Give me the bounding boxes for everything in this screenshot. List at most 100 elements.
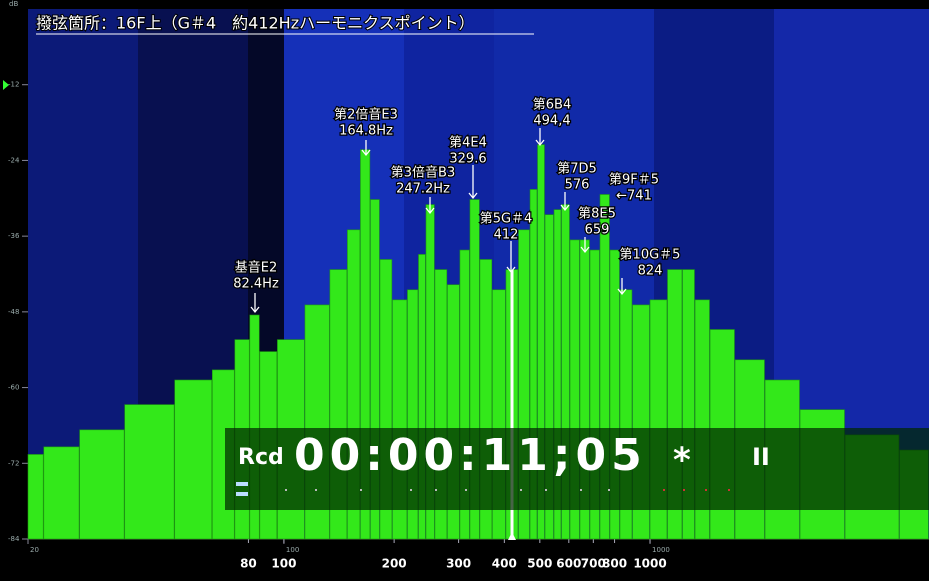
y-tick-label: -12 [8, 81, 19, 89]
level-dot [545, 489, 547, 491]
x-tick-label: 700 [581, 557, 606, 571]
annotation-text: 659 [585, 223, 610, 238]
spectrum-bar [418, 254, 426, 540]
annotation-arrowhead [535, 139, 545, 147]
x-tick-label: 100 [271, 557, 296, 571]
x-tick-label: 800 [602, 557, 627, 571]
annotation-text: 第3倍音B3 [391, 165, 455, 181]
spectrum-bar [469, 199, 480, 540]
annotation-text: 329.6 [449, 152, 486, 167]
x-minor-label: 20 [30, 546, 39, 554]
spectrum-bar [682, 269, 695, 540]
level-dot [360, 489, 362, 491]
annotation-arrowhead [506, 266, 516, 274]
x-tick-label: 500 [527, 557, 552, 571]
spectrum-bar [360, 149, 371, 540]
annotation-text: 164.8Hz [339, 124, 393, 139]
spectrum-bar [43, 446, 80, 540]
annotation-text: 第9F＃5 [609, 173, 659, 188]
y-tick-label: -48 [8, 308, 19, 316]
recorder-time: 00:00:11;05 [294, 430, 647, 481]
level-dot [663, 489, 665, 491]
x-tick-label: 1000 [633, 557, 666, 571]
y-unit: dB [9, 0, 18, 8]
annotation-text: 第6B4 [533, 98, 571, 113]
annotation-text: 第5G＃4 [480, 212, 533, 227]
annotation-text: ←741 [616, 189, 652, 204]
annotation-text: 824 [638, 264, 663, 279]
level-dot [608, 489, 610, 491]
y-tick-label: -24 [8, 156, 20, 164]
level-dot [315, 489, 317, 491]
annotation-arrowhead [425, 207, 435, 215]
x-tick-label: 80 [240, 557, 257, 571]
spectrum-bar [544, 214, 554, 540]
spectrum-bar [459, 249, 470, 540]
spectrum-bar [529, 189, 538, 540]
spectrum-bar [553, 209, 562, 540]
x-tick-label: 400 [492, 557, 517, 571]
level-dot [580, 489, 582, 491]
x-tick-label: 300 [446, 557, 471, 571]
spectrum-bar [379, 259, 393, 540]
spectrum-bar [599, 194, 610, 540]
level-dot [465, 489, 467, 491]
x-minor-label: 1000 [652, 546, 670, 554]
spectrum-bar [370, 199, 380, 540]
spectrum-bar [609, 249, 620, 540]
x-tick-label: 200 [382, 557, 407, 571]
spectrum-bar [407, 289, 419, 540]
spectrum-bar [27, 454, 44, 540]
spectrum-bar [479, 259, 493, 540]
annotation-text: 第7D5 [557, 162, 597, 177]
spectrum-bar [79, 429, 125, 540]
cursor-head [508, 532, 516, 540]
recorder-label: Rcd [238, 445, 284, 470]
chart-title: 撥弦箇所：16F上（G＃4 約412Hzハーモニクスポイント） [36, 14, 475, 33]
y-tick-label: -72 [8, 459, 19, 467]
annotation-text: 412 [494, 228, 519, 243]
recorder-mark: * [673, 441, 691, 481]
annotation-arrowhead [580, 246, 590, 254]
y-tick-label: -84 [8, 535, 20, 543]
level-dot [705, 489, 707, 491]
level-dot [410, 489, 412, 491]
recorder-panel: Rcd 00:00:11;05 * II [225, 428, 929, 510]
annotation-arrowhead [468, 192, 478, 200]
annotation-text: 494,4 [533, 114, 570, 129]
spectrum-bar [447, 284, 460, 540]
x-minor-label: 100 [286, 546, 299, 554]
annotation-text: 247.2Hz [396, 182, 450, 197]
grid: -12 -24 -36 -48 -60 -72 -84 20 100 1000 80 100 200 30… [8, 81, 670, 571]
y-tick-label: -60 [8, 384, 19, 392]
spectrum-bar [434, 269, 448, 540]
annotation-arrowhead [250, 306, 260, 314]
spectrum-bar [124, 404, 175, 540]
annotation-text: 82.4Hz [233, 277, 279, 292]
level-marker [236, 492, 248, 496]
level-dot [728, 489, 730, 491]
level-dot [435, 489, 437, 491]
annotation-text: 第4E4 [449, 136, 487, 151]
recorder-box [225, 428, 929, 510]
level-marker [236, 482, 248, 486]
annotation-arrowhead [361, 149, 371, 157]
annotation-text: 第2倍音E3 [334, 107, 398, 123]
annotation-text: 第10G＃5 [620, 248, 681, 263]
annotation-arrowhead [560, 204, 570, 212]
annotation-text: 576 [565, 178, 590, 193]
annotation-arrowhead [617, 288, 627, 296]
y-tick-label: -36 [8, 232, 20, 240]
spectrum-bar [589, 249, 600, 540]
spectrum-bar [518, 229, 530, 540]
x-tick-label: 600 [556, 557, 581, 571]
annotation-text: 基音E2 [235, 260, 278, 276]
spectrum-bar [569, 239, 580, 540]
level-dot [683, 489, 685, 491]
recorder-pause: II [752, 443, 770, 471]
spectrum-bar [249, 314, 260, 540]
level-dot [285, 489, 287, 491]
level-dot [520, 489, 522, 491]
